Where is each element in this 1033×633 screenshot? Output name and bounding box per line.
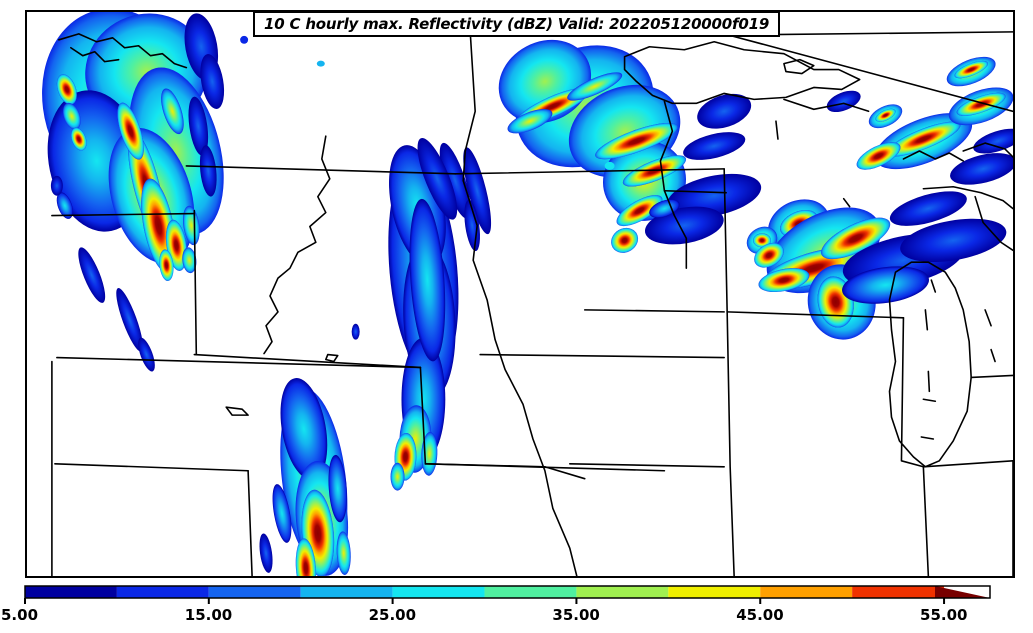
reflectivity-field [42,12,1013,576]
coastline-lake-michigan [888,261,972,468]
state-line-wy-co [56,356,422,369]
river-tick-mi-5 [930,279,937,293]
tick-mark-wi-1 [775,120,779,140]
state-line-co-e [419,366,427,465]
state-line-wi-north [663,189,727,194]
lake-small-plains [225,406,249,416]
colorbar-tick-label: 55.00 [920,606,968,624]
colorbar-tick-group [24,598,946,604]
colorbar-segment [392,586,485,598]
state-line-wi-il [726,311,905,319]
tick-mark-wi-2 [842,197,851,208]
tick-mark-oh-2 [990,348,996,363]
state-line-wy-border-e [193,212,198,356]
colorbar-segment [300,586,393,598]
state-line-co-utah [54,463,249,472]
colorbar-tick-labels: 5.00 15.00 25.00 35.00 45.00 55.00 [0,606,1033,630]
colorbar-segment [852,586,945,598]
colorbar-swatches[interactable] [0,580,1033,604]
state-line-ia-border [583,309,725,313]
map-panel[interactable] [25,10,1015,578]
colorbar-segment [576,586,669,598]
colorbar-segment-group [25,586,945,598]
colorbar[interactable]: 5.00 15.00 25.00 35.00 45.00 55.00 [0,580,1033,633]
state-line-nm-border [247,469,253,576]
tick-mark-oh-1 [984,309,992,327]
colorbar-frame [24,585,991,599]
state-line-in-oh [900,317,925,468]
colorbar-tick-label: 45.00 [736,606,784,624]
river-tick-mi-4 [920,436,935,440]
colorbar-segment [116,586,209,598]
colorbar-segment [25,586,117,598]
state-line-mo-river [462,180,578,576]
radar-region-ontario-quebec [826,56,1013,185]
state-line-co-ne [193,353,422,369]
state-line-sd-ne [479,353,725,359]
geography-overlay [51,31,1013,576]
coastline-canadian-lake [58,33,188,69]
colorbar-segment [668,586,761,598]
radar-region-central-plains-band [351,138,492,491]
colorbar-segment [760,586,853,598]
radar-region-upper-midwest-line [498,39,762,253]
state-line-ne-ks [424,463,586,480]
state-line-nd-sd [454,168,725,175]
plot-title-text: 10 C hourly max. Reflectivity (dBZ) Vali… [264,15,770,33]
coastline-canadian-lake-2 [70,46,120,63]
river-tick-mi-3 [922,398,937,403]
colorbar-over-arrow [935,586,990,598]
colorbar-segment [208,586,301,598]
plot-title-box: 10 C hourly max. Reflectivity (dBZ) Vali… [253,11,781,37]
colorbar-tick-label: 25.00 [368,606,417,624]
coastline-lake-superior [623,40,861,105]
lake-small-canada [783,58,815,75]
colorbar-tick-label: 15.00 [184,606,233,624]
colorbar-tick-label: 5.00 [1,606,39,624]
state-line-mn-border [462,31,476,182]
state-line-mi-in [922,460,1013,468]
colorbar-segment [484,586,577,598]
coastline-lake-ontario [962,142,1013,158]
coastline-georgian-bay [902,150,964,162]
radar-region-high-plains-cluster [259,378,351,576]
state-line-mi-up [783,98,870,113]
state-line-wy-south [51,212,196,217]
state-line-mt-wy [185,165,457,175]
radar-region-northern-rockies [42,12,225,372]
colorbar-tick-label: 35.00 [552,606,600,624]
lake-small-dakota [324,353,339,363]
state-line-ia-mo [569,463,725,468]
state-line-il-border [723,168,735,576]
radar-scattered-cells [240,35,817,170]
radar-region-wisconsin-michigan [746,191,1007,340]
coastline-lake-erie [922,185,1013,210]
river-tick-mi-2 [927,370,931,393]
coastline-lake-huron [974,195,1013,252]
state-line-mi-lower [970,374,1013,379]
state-line-in-mi-n [922,465,930,576]
map-canvas[interactable] [27,12,1013,576]
border-canada-us-east [723,33,1013,113]
river-missouri-upper [263,135,331,355]
river-tick-mi-1 [924,309,929,331]
